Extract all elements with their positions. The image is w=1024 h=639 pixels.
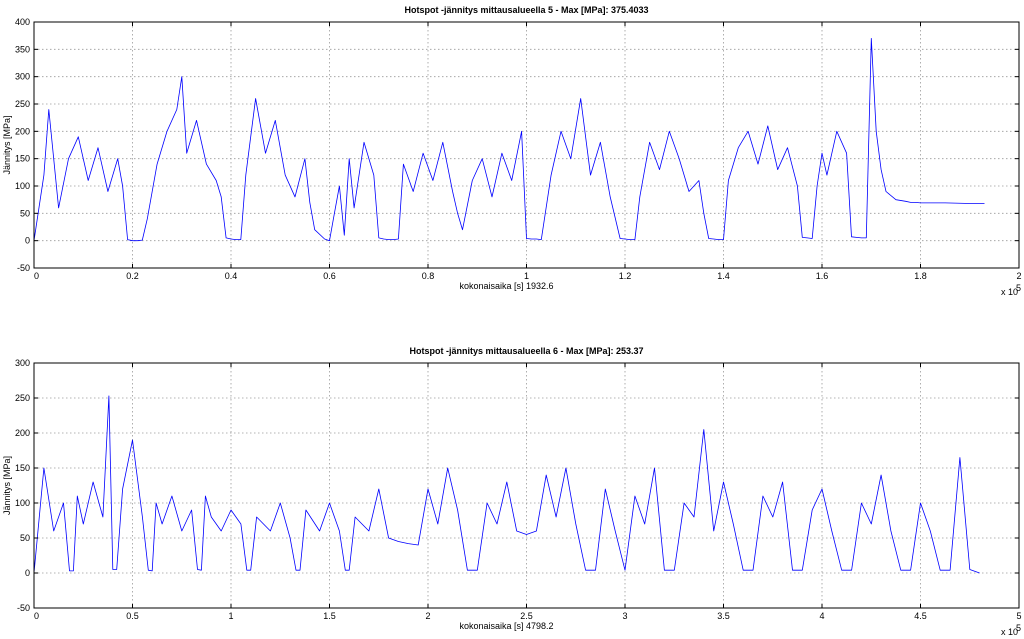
x-tick-label: 0.6 [323, 271, 336, 281]
y-tick-label: 400 [15, 17, 30, 27]
x-tick-label: 0.2 [126, 271, 139, 281]
x-tick-label: 4 [819, 611, 824, 621]
y-axis-label: Jännitys [MPa] [2, 115, 12, 174]
x-tick-label: 1.5 [323, 611, 336, 621]
x-tick-label: 0 [34, 611, 39, 621]
x-axis-label: kokonaisaika [s] 1932.6 [459, 281, 553, 291]
y-tick-label: 150 [15, 463, 30, 473]
x-tick-label: 0.8 [422, 271, 435, 281]
x-tick-label: 0.4 [225, 271, 238, 281]
y-tick-label: 300 [15, 358, 30, 368]
y-tick-label: 250 [15, 393, 30, 403]
x-tick-label: 2 [1016, 271, 1021, 281]
y-tick-label: 50 [20, 533, 30, 543]
chart-title: Hotspot -jännitys mittausalueella 5 - Ma… [404, 5, 648, 15]
y-tick-label: 200 [15, 126, 30, 136]
x-multiplier-exponent: 5 [1016, 283, 1021, 293]
y-tick-label: 300 [15, 72, 30, 82]
x-tick-label: 2.5 [520, 611, 533, 621]
y-tick-label: -50 [17, 263, 30, 273]
x-multiplier-base: x 10 [1001, 287, 1018, 297]
y-tick-label: 50 [20, 208, 30, 218]
y-tick-label: 150 [15, 154, 30, 164]
y-tick-label: 100 [15, 181, 30, 191]
x-tick-label: 0.5 [126, 611, 139, 621]
y-tick-label: 0 [25, 236, 30, 246]
y-axis-label: Jännitys [MPa] [2, 456, 12, 515]
x-tick-label: 1.8 [914, 271, 927, 281]
x-axis-label: kokonaisaika [s] 4798.2 [459, 621, 553, 631]
series-line-1 [33, 395, 980, 574]
y-tick-label: 0 [25, 568, 30, 578]
chart-2: 0 0.5 1 1.5 2 2.5 3 3.5 4 4.5 5 -50 0 50 100 150 200 250 3… [2, 346, 1022, 637]
x-tick-label: 4.5 [914, 611, 927, 621]
x-multiplier-exponent: 5 [1016, 623, 1021, 633]
series-line-1 [33, 38, 985, 242]
x-tick-label: 1.6 [816, 271, 829, 281]
y-tick-label: 250 [15, 99, 30, 109]
y-tick-label: 100 [15, 498, 30, 508]
x-tick-label: 3 [622, 611, 627, 621]
x-tick-label: 2 [425, 611, 430, 621]
y-tick-label: 200 [15, 428, 30, 438]
x-tick-label: 1 [524, 271, 529, 281]
x-multiplier-base: x 10 [1001, 627, 1018, 637]
x-tick-label: 1.4 [717, 271, 730, 281]
y-tick-label: 350 [15, 44, 30, 54]
x-tick-label: 5 [1016, 611, 1021, 621]
x-tick-label: 1.2 [619, 271, 632, 281]
chart-title: Hotspot -jännitys mittausalueella 6 - Ma… [409, 346, 643, 356]
x-tick-label: 0 [34, 271, 39, 281]
y-tick-label: -50 [17, 603, 30, 613]
chart-1: 0 0.2 0.4 0.6 0.8 1 1.2 1.4 1.6 1.8 2 -50 0 50 100 150 2… [2, 5, 1022, 297]
x-tick-label: 1 [228, 611, 233, 621]
x-tick-label: 3.5 [717, 611, 730, 621]
